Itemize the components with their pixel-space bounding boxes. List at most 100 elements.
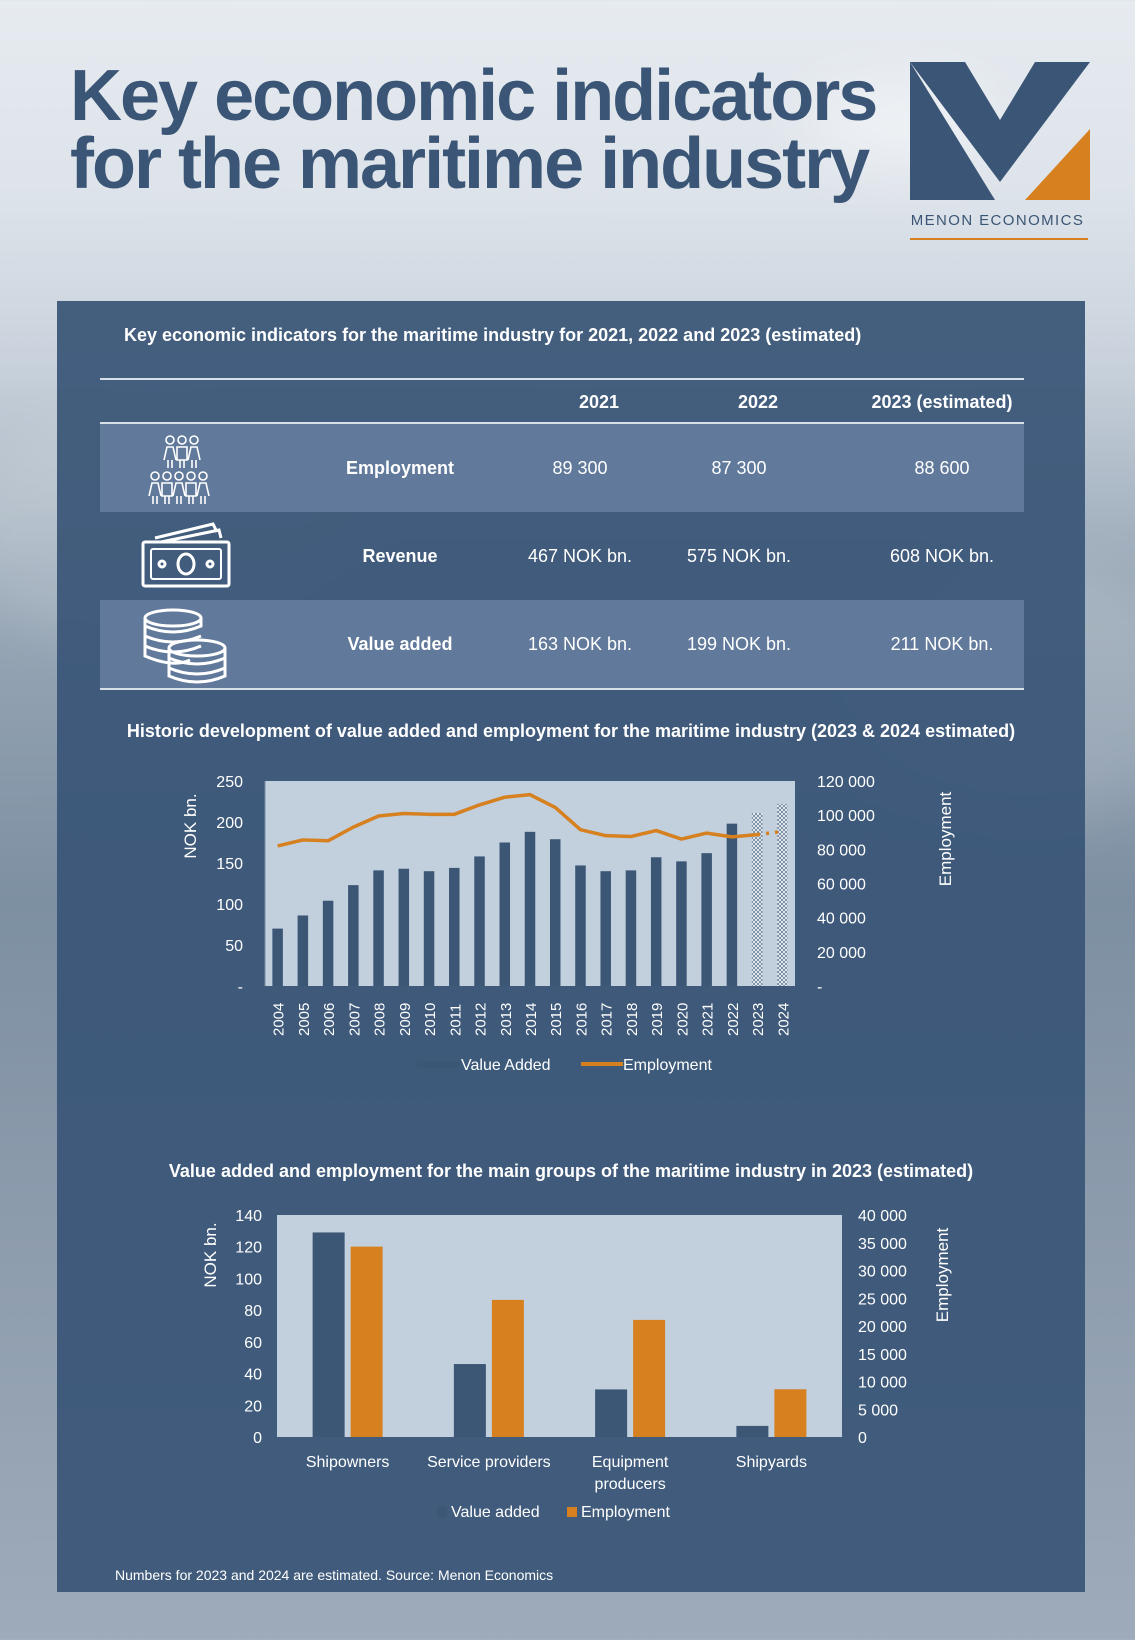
legend-swatch-value-added xyxy=(437,1507,447,1517)
y2-tick-label: 25 000 xyxy=(858,1291,907,1308)
value-added-bar xyxy=(595,1389,628,1437)
value-added-bar xyxy=(297,915,309,986)
y-tick-label: 100 xyxy=(235,1271,262,1288)
value-added-bar xyxy=(348,885,359,986)
x-tick-label: 2006 xyxy=(321,1003,338,1036)
x-tick-label: 2012 xyxy=(473,1003,490,1036)
groups-chart-title: Value added and employment for the main … xyxy=(168,1161,974,1181)
x-tick-label-line: Service providers xyxy=(427,1454,551,1471)
y-tick-label: 200 xyxy=(216,815,243,832)
y2-axis-title: Employment xyxy=(936,791,955,886)
x-tick-label: 2017 xyxy=(599,1003,616,1036)
y2-tick-label: 120 000 xyxy=(817,774,875,791)
value-added-bar xyxy=(625,870,637,986)
y2-tick-label: 5 000 xyxy=(858,1402,898,1419)
x-tick-label: 2008 xyxy=(372,1003,389,1036)
y2-tick-label: 60 000 xyxy=(817,877,866,894)
y-tick-label: 150 xyxy=(216,856,243,873)
banknotes-icon xyxy=(141,522,231,588)
value-added-bar xyxy=(650,857,662,986)
employment-2022: 87 300 xyxy=(711,458,767,478)
y2-tick-label: 40 000 xyxy=(817,911,866,928)
x-tick-label: 2016 xyxy=(573,1003,590,1036)
value-added-bar xyxy=(453,1364,486,1437)
x-tick-label: 2015 xyxy=(548,1003,565,1036)
value-added-bar xyxy=(524,831,536,986)
x-tick-label: 2010 xyxy=(422,1003,439,1036)
employment-bar xyxy=(633,1319,666,1437)
x-tick-label: 2020 xyxy=(674,1003,691,1036)
row-label-value-added: Value added xyxy=(347,634,453,654)
value-added-bar xyxy=(449,867,460,986)
col-header-2021: 2021 xyxy=(578,392,620,412)
x-tick-label: 2021 xyxy=(700,1003,717,1036)
x-tick-label-line: Shipowners xyxy=(306,1454,390,1471)
table-row: Value added 163 NOK bn. 199 NOK bn. 211 … xyxy=(100,600,1024,688)
employment-2021: 89 300 xyxy=(552,458,608,478)
indicators-panel: Key economic indicators for the maritime… xyxy=(57,301,1085,1592)
value-added-bar xyxy=(398,868,410,986)
table-top-rule xyxy=(100,378,1024,380)
y-tick-label: 0 xyxy=(253,1430,262,1447)
y-tick-label: 40 xyxy=(244,1367,262,1384)
y2-tick-label: 0 xyxy=(858,1430,867,1447)
title-line-1: Key economic indicators xyxy=(70,56,878,136)
employment-line xyxy=(277,792,758,848)
coins-icon xyxy=(143,608,227,684)
value-added-bar xyxy=(726,823,738,986)
page-title: Key economic indicators for the maritime… xyxy=(70,60,878,200)
people-icon xyxy=(148,435,210,504)
legend-label-value-added: Value Added xyxy=(461,1057,551,1074)
y-tick-label: 120 xyxy=(235,1240,262,1257)
y-tick-label: 50 xyxy=(225,938,243,955)
value-added-bar xyxy=(312,1232,345,1437)
y-tick-label: 250 xyxy=(216,774,243,791)
employment-bar xyxy=(350,1246,383,1437)
value-added-bar xyxy=(373,870,384,986)
x-tick-label: Shipowners xyxy=(306,1454,390,1471)
table-row: Revenue 467 NOK bn. 575 NOK bn. 608 NOK … xyxy=(100,512,1024,600)
table-title: Key economic indicators for the maritime… xyxy=(124,325,862,345)
legend-label-value-added: Value added xyxy=(451,1504,540,1521)
y2-tick-label: 80 000 xyxy=(817,842,866,859)
value-added-bar xyxy=(676,861,687,986)
employment-bar xyxy=(491,1299,524,1437)
historic-chart-title: Historic development of value added and … xyxy=(126,721,1016,741)
x-tick-label: 2011 xyxy=(447,1004,464,1036)
value-added-2021: 163 NOK bn. xyxy=(527,634,633,654)
menon-logo xyxy=(910,62,1090,200)
y2-tick-label: 35 000 xyxy=(858,1236,907,1253)
y-tick-label: 100 xyxy=(216,897,243,914)
x-tick-label-line: Shipyards xyxy=(736,1454,807,1471)
x-tick-label: 2004 xyxy=(271,1003,288,1036)
y2-tick-label: 40 000 xyxy=(858,1208,907,1225)
x-tick-label-line: Equipment xyxy=(592,1454,669,1471)
x-tick-label: 2013 xyxy=(498,1003,515,1036)
table-bottom-rule xyxy=(100,688,1024,690)
value-added-2023: 211 NOK bn. xyxy=(890,634,994,654)
value-added-2022: 199 NOK bn. xyxy=(686,634,792,654)
y-tick-label: 80 xyxy=(244,1303,262,1320)
x-tick-label: 2023 xyxy=(750,1003,767,1036)
y2-tick-label: 100 000 xyxy=(817,808,875,825)
value-added-bar xyxy=(423,871,435,986)
x-tick-label: 2018 xyxy=(624,1003,641,1036)
y2-tick-label: - xyxy=(817,979,822,996)
x-tick-label: 2009 xyxy=(397,1003,414,1036)
value-added-bar xyxy=(322,900,334,986)
y2-tick-label: 15 000 xyxy=(858,1347,907,1364)
employment-2023: 88 600 xyxy=(914,458,970,478)
x-tick-label: 2007 xyxy=(346,1003,363,1036)
y-axis-title: NOK bn. xyxy=(201,1222,220,1287)
legend-swatch-value-added xyxy=(417,1061,459,1068)
col-header-2022: 2022 xyxy=(737,392,779,412)
value-added-bar xyxy=(272,928,283,986)
x-tick-label: 2022 xyxy=(725,1003,742,1036)
value-added-bar xyxy=(736,1425,769,1437)
x-tick-label-line: producers xyxy=(595,1476,666,1493)
y2-tick-label: 10 000 xyxy=(858,1375,907,1392)
revenue-2023: 608 NOK bn. xyxy=(889,546,995,566)
x-tick-label: 2019 xyxy=(649,1003,666,1036)
y-tick-label: 140 xyxy=(235,1208,262,1225)
value-added-bar xyxy=(575,865,586,986)
